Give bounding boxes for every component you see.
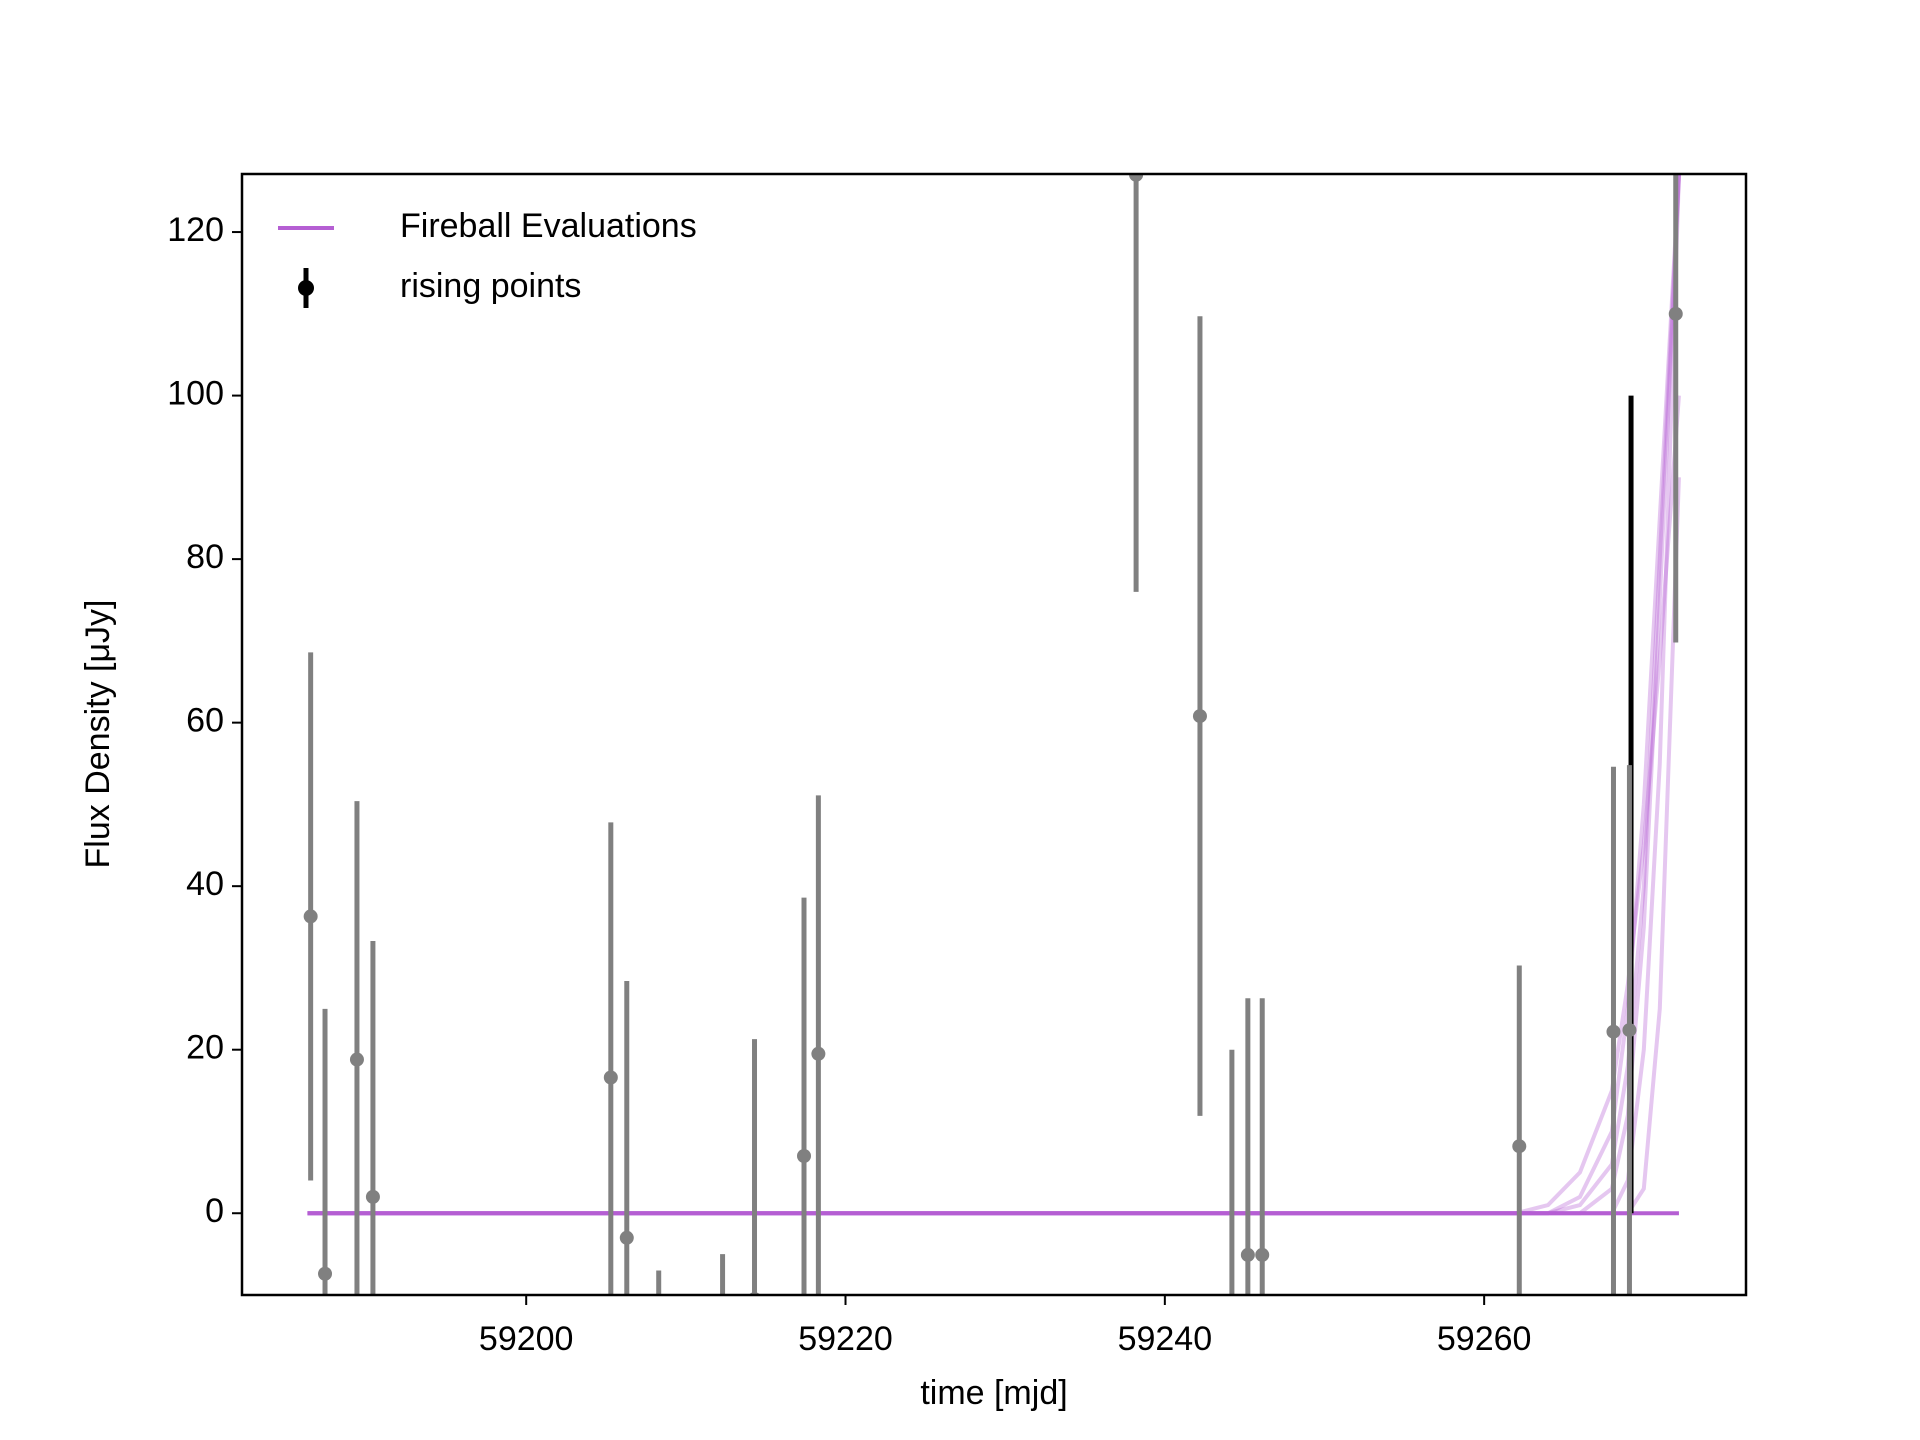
fireball-curve — [307, 174, 1681, 1216]
data-point — [811, 1046, 826, 1061]
x-tick-label: 59240 — [1118, 1320, 1213, 1358]
legend-label: Fireball Evaluations — [400, 207, 697, 245]
data-point — [1240, 1247, 1255, 1262]
y-tick-label: 20 — [186, 1029, 224, 1067]
legend-swatch — [298, 280, 314, 296]
y-axis-label: Flux Density [μJy] — [79, 600, 117, 869]
y-tick-label: 0 — [205, 1192, 224, 1230]
data-point — [318, 1266, 333, 1281]
x-tick-label: 59260 — [1437, 1320, 1532, 1358]
y-tick-label: 100 — [167, 375, 224, 413]
data-point — [619, 1230, 634, 1245]
fireball-curve — [307, 174, 1681, 1216]
data-point — [797, 1148, 812, 1163]
data-point — [1622, 1023, 1637, 1038]
y-tick-label: 40 — [186, 865, 224, 903]
data-point — [603, 1070, 618, 1085]
data-point — [1606, 1024, 1621, 1039]
fireball-curve — [307, 174, 1681, 1216]
legend: Fireball Evaluations rising points — [278, 207, 697, 308]
axes-frame — [240, 172, 1748, 1297]
data-point — [1255, 1247, 1270, 1262]
data-point — [1129, 174, 1144, 182]
fireball-curve — [307, 477, 1681, 1216]
fireball-curve — [307, 395, 1681, 1216]
x-axis-label: time [mjd] — [920, 1374, 1067, 1412]
y-tick-label: 120 — [167, 211, 224, 249]
data-point — [1668, 306, 1683, 321]
x-tick-label: 59220 — [798, 1320, 893, 1358]
y-tick-label: 80 — [186, 538, 224, 576]
fireball-curve — [307, 174, 1681, 1216]
data-point — [1225, 1296, 1239, 1310]
data-point — [365, 1189, 380, 1204]
data-point — [349, 1052, 364, 1067]
data-point — [303, 909, 318, 924]
x-tick-label: 59200 — [479, 1320, 574, 1358]
y-tick-label: 60 — [186, 702, 224, 740]
data-point — [1192, 709, 1207, 724]
data-point — [1512, 1139, 1527, 1154]
legend-label: rising points — [400, 267, 581, 305]
